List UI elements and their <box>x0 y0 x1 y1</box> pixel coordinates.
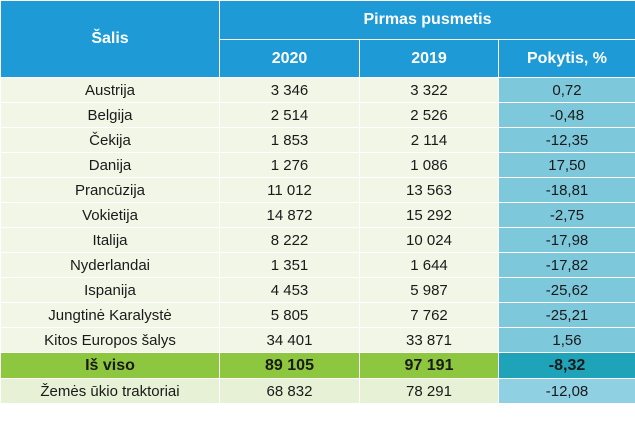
total-2020-cell: 89 105 <box>219 352 360 379</box>
value-2019-cell: 5 987 <box>359 277 499 303</box>
tractors-label: Žemės ūkio traktoriai <box>0 378 220 404</box>
country-cell: Belgija <box>0 102 220 128</box>
value-2020-cell: 1 276 <box>219 152 360 178</box>
value-2020-cell: 1 351 <box>219 252 360 278</box>
table-row: Italija 8 222 10 024 -17,98 <box>0 227 635 253</box>
value-2019-cell: 15 292 <box>359 202 499 228</box>
tractors-2020-cell: 68 832 <box>219 378 360 404</box>
country-column-header: Šalis <box>0 0 220 78</box>
value-2019-cell: 1 644 <box>359 252 499 278</box>
country-cell: Danija <box>0 152 220 178</box>
total-label: Iš viso <box>0 352 220 379</box>
period-header: Pirmas pusmetis <box>218 0 635 40</box>
tractors-row: Žemės ūkio traktoriai 68 832 78 291 -12,… <box>0 378 635 404</box>
value-2019-cell: 10 024 <box>359 227 499 253</box>
table-row: Prancūzija 11 012 13 563 -18,81 <box>0 177 635 203</box>
country-cell: Prancūzija <box>0 177 220 203</box>
table-row: Vokietija 14 872 15 292 -2,75 <box>0 202 635 228</box>
change-cell: -17,82 <box>497 252 635 278</box>
table-row: Ispanija 4 453 5 987 -25,62 <box>0 277 635 303</box>
year-2019-header: 2019 <box>359 39 499 78</box>
value-2019-cell: 13 563 <box>359 177 499 203</box>
value-2020-cell: 8 222 <box>219 227 360 253</box>
value-2020-cell: 4 453 <box>219 277 360 303</box>
value-2020-cell: 34 401 <box>219 327 360 353</box>
tractors-change-cell: -12,08 <box>497 378 635 404</box>
country-cell: Austrija <box>0 77 220 103</box>
total-2019-cell: 97 191 <box>359 352 499 379</box>
value-2019-cell: 2 114 <box>359 127 499 153</box>
change-cell: 0,72 <box>497 77 635 103</box>
value-2019-cell: 3 322 <box>359 77 499 103</box>
table-row: Jungtinė Karalystė 5 805 7 762 -25,21 <box>0 302 635 328</box>
total-row: Iš viso 89 105 97 191 -8,32 <box>0 352 635 379</box>
change-cell: -18,81 <box>497 177 635 203</box>
change-cell: 1,56 <box>497 327 635 353</box>
change-cell: 17,50 <box>497 152 635 178</box>
table-row: Danija 1 276 1 086 17,50 <box>0 152 635 178</box>
year-2020-header: 2020 <box>219 39 360 78</box>
value-2019-cell: 33 871 <box>359 327 499 353</box>
value-2019-cell: 1 086 <box>359 152 499 178</box>
value-2020-cell: 14 872 <box>219 202 360 228</box>
change-header: Pokytis, % <box>497 39 635 78</box>
country-cell: Italija <box>0 227 220 253</box>
table-row: Čekija 1 853 2 114 -12,35 <box>0 127 635 153</box>
country-cell: Vokietija <box>0 202 220 228</box>
sales-table: Šalis Pirmas pusmetis 2020 2019 Pokytis,… <box>0 0 635 404</box>
table-row: Belgija 2 514 2 526 -0,48 <box>0 102 635 128</box>
value-2020-cell: 5 805 <box>219 302 360 328</box>
value-2020-cell: 11 012 <box>219 177 360 203</box>
change-cell: -25,21 <box>497 302 635 328</box>
change-cell: -17,98 <box>497 227 635 253</box>
value-2019-cell: 2 526 <box>359 102 499 128</box>
total-change-cell: -8,32 <box>497 352 635 379</box>
change-cell: -25,62 <box>497 277 635 303</box>
country-cell: Čekija <box>0 127 220 153</box>
value-2019-cell: 7 762 <box>359 302 499 328</box>
change-cell: -12,35 <box>497 127 635 153</box>
country-cell: Nyderlandai <box>0 252 220 278</box>
table-row: Kitos Europos šalys 34 401 33 871 1,56 <box>0 327 635 353</box>
table-row: Nyderlandai 1 351 1 644 -17,82 <box>0 252 635 278</box>
value-2020-cell: 1 853 <box>219 127 360 153</box>
tractors-2019-cell: 78 291 <box>359 378 499 404</box>
country-cell: Ispanija <box>0 277 220 303</box>
country-cell: Jungtinė Karalystė <box>0 302 220 328</box>
value-2020-cell: 2 514 <box>219 102 360 128</box>
table-row: Austrija 3 346 3 322 0,72 <box>0 77 635 103</box>
change-cell: -0,48 <box>497 102 635 128</box>
country-cell: Kitos Europos šalys <box>0 327 220 353</box>
value-2020-cell: 3 346 <box>219 77 360 103</box>
change-cell: -2,75 <box>497 202 635 228</box>
